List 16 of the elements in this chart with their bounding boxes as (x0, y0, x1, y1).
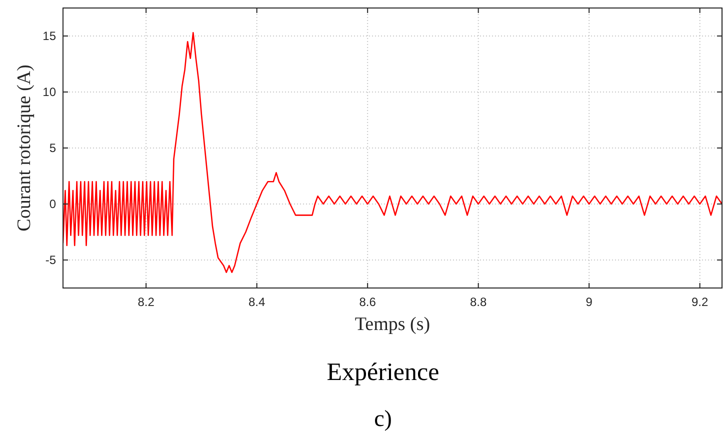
x-tick-label: 8.8 (470, 295, 487, 309)
line-series (63, 32, 722, 273)
x-tick-label: 8.6 (359, 295, 376, 309)
x-tick-label: 8.4 (248, 295, 266, 309)
x-axis-title: Temps (s) (354, 314, 430, 335)
y-tick-label: 10 (42, 85, 56, 100)
x-tick-label: 9 (586, 295, 593, 309)
y-tick-label: 15 (42, 29, 56, 44)
text: Expérience (326, 359, 440, 386)
y-tick-label: 0 (49, 197, 56, 212)
y-tick-label: -5 (45, 253, 56, 268)
y-axis-title: Courant rotorique (A) (14, 64, 35, 232)
y-tick-label: 5 (49, 141, 56, 156)
x-tick-label: 8.2 (138, 295, 155, 309)
x-tick-label: 9.2 (692, 295, 709, 309)
text: c) (374, 406, 392, 431)
